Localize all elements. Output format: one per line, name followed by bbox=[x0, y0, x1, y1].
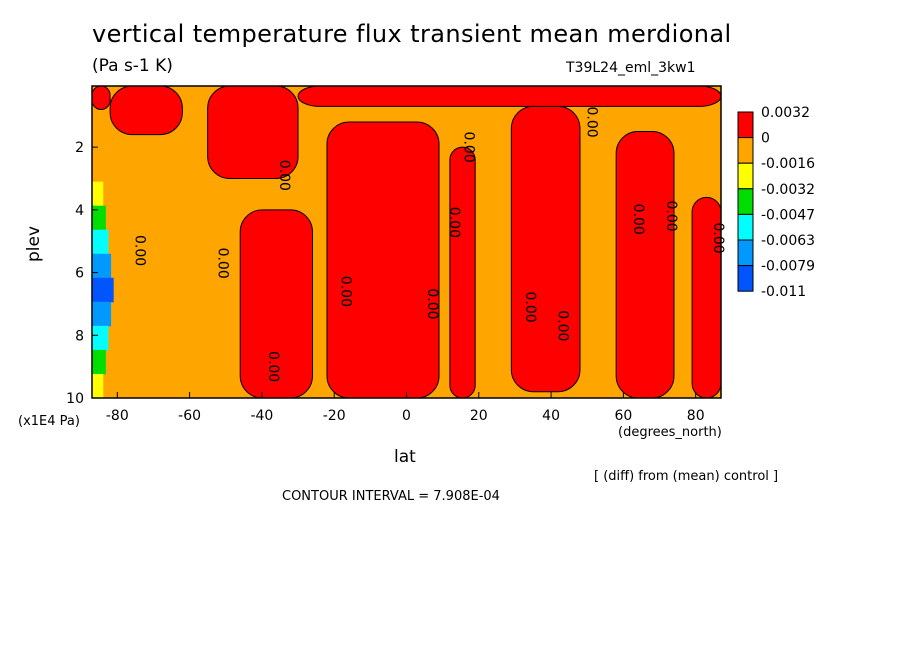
negative-band-2 bbox=[92, 229, 109, 255]
contour-label-10: 0.00 bbox=[583, 106, 599, 137]
y-tick-label-0: 2 bbox=[75, 140, 84, 156]
contour-label-2: 0.00 bbox=[276, 160, 292, 191]
positive-region-9 bbox=[297, 85, 722, 107]
colorbar-swatch-4 bbox=[737, 213, 754, 241]
y-axis-unit: (x1E4 Pa) bbox=[18, 414, 80, 429]
colorbar-swatch-3 bbox=[737, 188, 754, 215]
x-tick-label-8: 80 bbox=[687, 408, 705, 424]
contour-label-5: 0.00 bbox=[424, 288, 440, 319]
colorbar-swatch-1 bbox=[737, 137, 754, 164]
contour-label-0: 0.00 bbox=[131, 235, 147, 266]
colorbar-label-3: -0.0032 bbox=[761, 182, 815, 198]
colorbar: 0.0032 0 -0.0016 -0.0032 -0.0047 -0.0063 -0.00… bbox=[737, 105, 815, 300]
x-tick-label-6: 40 bbox=[542, 408, 560, 424]
colorbar-label-2: -0.0016 bbox=[761, 156, 815, 172]
y-tick-label-2: 6 bbox=[75, 266, 84, 282]
contour-label-4: 0.00 bbox=[337, 276, 353, 307]
x-tick-label-0: -80 bbox=[106, 408, 129, 424]
contour-label-7: 0.00 bbox=[460, 132, 476, 163]
negative-band-4 bbox=[92, 277, 114, 303]
contour-labels: 0.00 0.00 0.00 0.00 0.00 0.00 0.00 0.00 0.00 0.00… bbox=[131, 106, 725, 382]
colorbar-swatch-6 bbox=[737, 265, 754, 292]
y-tick-label-3: 8 bbox=[75, 328, 84, 344]
contour-label-6: 0.00 bbox=[446, 207, 462, 238]
y-tick-label-1: 4 bbox=[75, 203, 84, 219]
negative-band-8 bbox=[92, 373, 104, 399]
contour-label-3: 0.00 bbox=[265, 351, 281, 382]
x-tick-label-2: -40 bbox=[250, 408, 273, 424]
x-axis-unit: (degrees_north) bbox=[618, 425, 722, 440]
positive-region-5 bbox=[449, 146, 476, 399]
colorbar-label-1: 0 bbox=[761, 131, 770, 147]
positive-region-1 bbox=[109, 85, 183, 136]
negative-band-6 bbox=[92, 325, 109, 351]
positive-regions bbox=[91, 85, 722, 399]
positive-region-4 bbox=[326, 121, 440, 399]
colorbar-swatch-5 bbox=[737, 239, 754, 267]
x-tick-label-3: -20 bbox=[323, 408, 346, 424]
y-ticks: 2 4 6 8 10 bbox=[66, 140, 98, 407]
contour-label-13: 0.00 bbox=[710, 222, 726, 253]
colorbar-label-6: -0.0079 bbox=[761, 259, 815, 275]
contour-interval: CONTOUR INTERVAL = 7.908E-04 bbox=[282, 489, 500, 504]
colorbar-label-4: -0.0047 bbox=[761, 207, 815, 223]
x-tick-label-5: 20 bbox=[470, 408, 488, 424]
colorbar-label-0: 0.0032 bbox=[761, 105, 810, 121]
run-label: T39L24_eml_3kw1 bbox=[566, 60, 696, 76]
negative-band-3 bbox=[92, 253, 112, 279]
negative-band-0 bbox=[92, 181, 104, 207]
contour-label-9: 0.00 bbox=[554, 310, 570, 341]
positive-region-6 bbox=[510, 105, 581, 393]
chart-title: vertical temperature flux transient mean… bbox=[92, 20, 732, 48]
x-axis-label: lat bbox=[394, 447, 416, 467]
negative-band-5 bbox=[92, 301, 112, 327]
contour-label-1: 0.00 bbox=[215, 248, 231, 279]
colorbar-swatch-0 bbox=[737, 111, 754, 139]
x-tick-label-4: 0 bbox=[402, 408, 411, 424]
chart-units: (Pa s-1 K) bbox=[92, 56, 173, 76]
diff-note: [ (diff) from (mean) control ] bbox=[594, 469, 779, 484]
positive-region-0 bbox=[91, 85, 111, 111]
negative-region bbox=[92, 181, 114, 399]
x-tick-label-1: -60 bbox=[178, 408, 201, 424]
colorbar-swatch-2 bbox=[737, 162, 754, 190]
x-ticks: -80 -60 -40 -20 0 20 40 60 80 bbox=[106, 392, 705, 424]
positive-region-7 bbox=[615, 130, 675, 399]
x-tick-label-7: 60 bbox=[614, 408, 632, 424]
negative-band-7 bbox=[92, 349, 106, 375]
contour-label-12: 0.00 bbox=[663, 201, 679, 232]
y-tick-label-4: 10 bbox=[66, 391, 84, 407]
contour-label-11: 0.00 bbox=[630, 204, 646, 235]
negative-band-1 bbox=[92, 205, 106, 231]
colorbar-label-5: -0.0063 bbox=[761, 233, 815, 249]
colorbar-label-7: -0.011 bbox=[761, 284, 806, 300]
contour-label-8: 0.00 bbox=[522, 291, 538, 322]
